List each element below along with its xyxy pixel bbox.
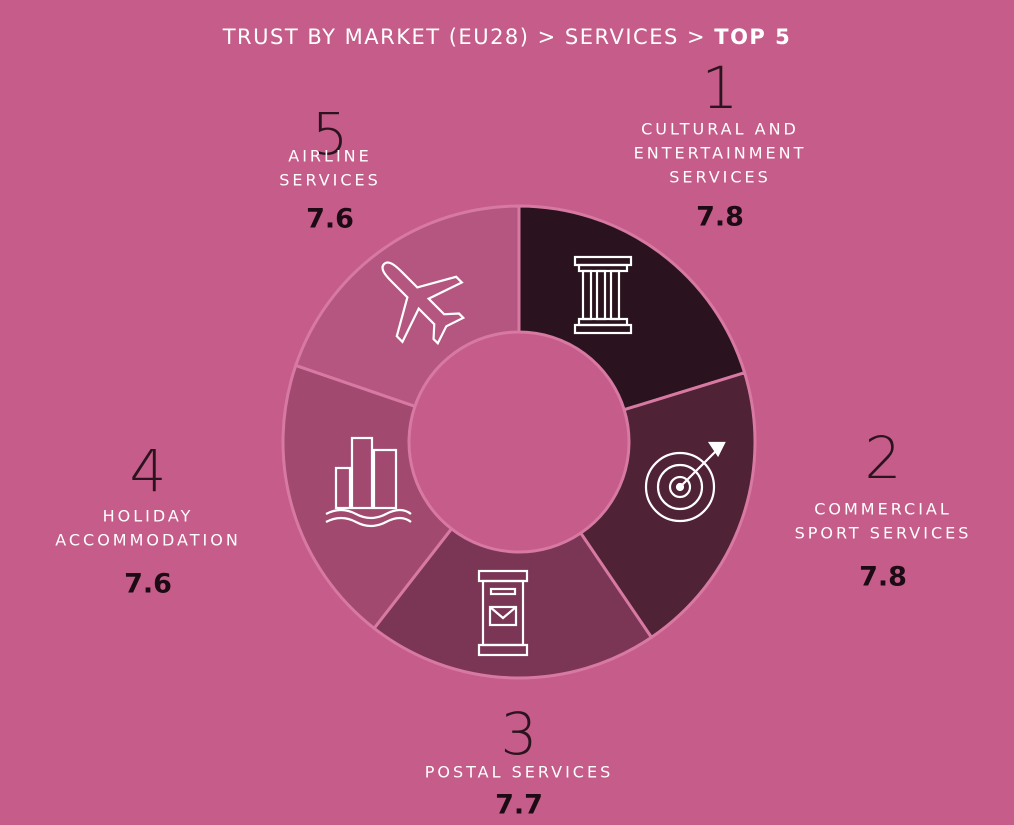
postbox-icon: [477, 569, 529, 657]
rank: 2: [865, 424, 902, 492]
value-label: 7.6: [124, 569, 172, 600]
category-label: SERVICES: [669, 168, 771, 187]
title-main: TRUST BY MARKET (EU28) > SERVICES >: [222, 25, 706, 49]
value-label: 7.8: [696, 202, 744, 233]
category-label: ACCOMMODATION: [55, 531, 241, 550]
value-label: 7.8: [859, 562, 907, 593]
rank: 1: [702, 54, 739, 122]
category-label: COMMERCIAL: [814, 500, 952, 519]
target-icon: [644, 441, 726, 523]
chart-title: TRUST BY MARKET (EU28) > SERVICES > TOP …: [222, 25, 792, 49]
category-label: POSTAL SERVICES: [425, 763, 613, 782]
donut-segment: [372, 526, 654, 680]
donut-segment: [293, 204, 521, 409]
category-label: HOLIDAY: [103, 507, 194, 526]
category-label: CULTURAL AND: [641, 120, 799, 139]
title-emphasis: TOP 5: [714, 25, 791, 49]
rank: 5: [312, 100, 349, 168]
category-label: SPORT SERVICES: [795, 524, 972, 543]
value-label: 7.6: [306, 204, 354, 235]
category-label: SERVICES: [279, 171, 381, 190]
rank: 3: [501, 700, 538, 768]
buildings-icon: [325, 436, 412, 528]
column-icon: [573, 255, 633, 335]
plane-icon: [381, 261, 466, 346]
rank: 4: [130, 437, 167, 505]
value-label: 7.7: [495, 790, 543, 821]
icons: [325, 255, 726, 657]
category-label: ENTERTAINMENT: [634, 144, 807, 163]
donut-segment: [281, 363, 454, 631]
category-label: AIRLINE: [288, 147, 372, 166]
